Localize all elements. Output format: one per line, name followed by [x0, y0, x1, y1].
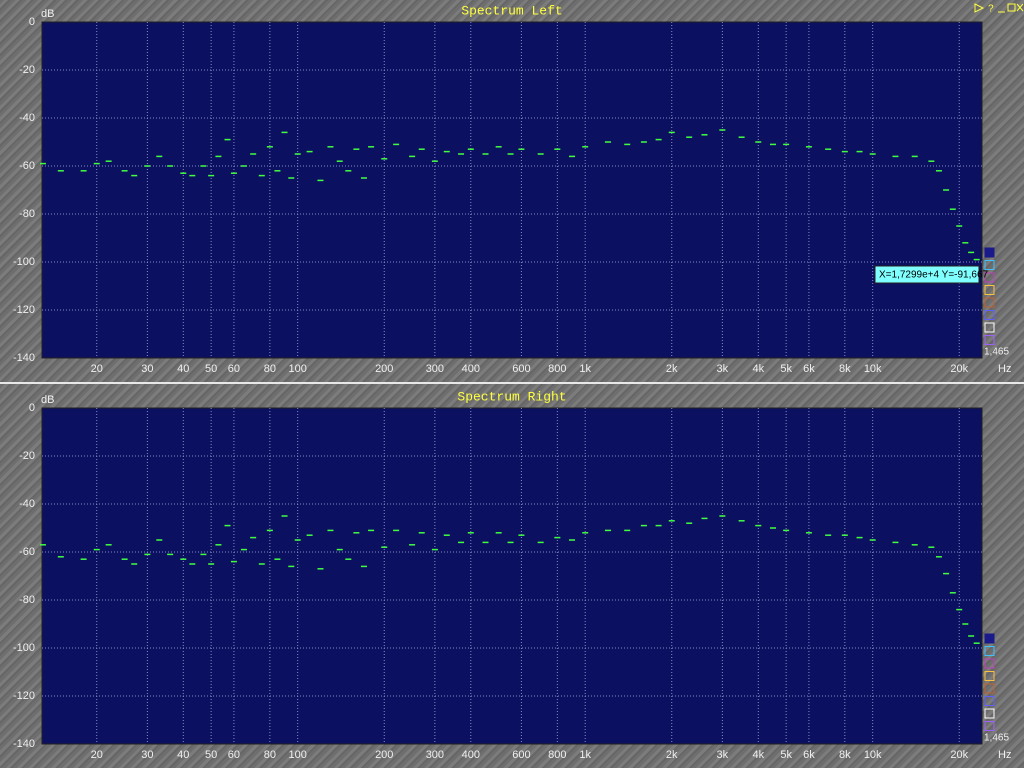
x-tick-label: 20k — [950, 749, 968, 761]
x-tick-label: 800 — [548, 749, 566, 761]
x-tick-label: 60 — [228, 749, 240, 761]
resolution-label: 1,465 — [984, 347, 1009, 358]
close-button[interactable] — [1016, 3, 1024, 12]
x-tick-label: 30 — [141, 749, 153, 761]
channel-swatch — [984, 272, 995, 283]
x-tick-label: 50 — [205, 749, 217, 761]
x-tick-label: 6k — [803, 749, 815, 761]
chart-title: Spectrum Left — [461, 3, 562, 18]
x-tick-label: 3k — [717, 749, 729, 761]
channel-swatch — [984, 696, 995, 706]
cursor-tooltip-box — [874, 265, 980, 284]
x-tick-label: 40 — [177, 363, 189, 375]
x-tick-label: 300 — [426, 363, 444, 375]
channel-swatch — [984, 658, 995, 669]
plot-area — [41, 407, 983, 745]
x-tick-label: 5k — [780, 363, 792, 375]
y-tick-label: -100 — [13, 642, 35, 654]
x-tick-label: 10k — [864, 749, 882, 761]
y-tick-label: -60 — [19, 160, 35, 172]
x-tick-label: 10k — [864, 363, 882, 375]
y-tick-label: -20 — [19, 64, 35, 76]
channel-swatch — [984, 633, 995, 644]
x-tick-label: 400 — [462, 363, 480, 375]
x-tick-label: 600 — [512, 363, 530, 375]
x-tick-label: 20 — [91, 749, 103, 761]
y-tick-label: -80 — [19, 208, 35, 220]
x-tick-label: 1k — [579, 363, 591, 375]
channel-swatch — [984, 260, 995, 270]
x-tick-label: 20 — [91, 363, 103, 375]
x-tick-label: 4k — [752, 363, 764, 375]
y-axis-label: dB — [41, 394, 54, 406]
x-tick-label: 20k — [950, 363, 968, 375]
channel-swatch — [984, 310, 995, 320]
chart: Spectrum Left dB Hz 1,465 0 -20 -40 -60 -80 -100 -… — [13, 3, 1011, 374]
x-tick-label: 2k — [666, 363, 678, 375]
x-tick-label: 600 — [512, 749, 530, 761]
channel-swatch — [984, 297, 995, 308]
x-tick-label: 800 — [548, 363, 566, 375]
x-tick-label: 5k — [780, 749, 792, 761]
x-tick-label: 200 — [375, 749, 393, 761]
y-tick-label: -80 — [19, 594, 35, 606]
y-tick-label: 0 — [29, 16, 35, 28]
plot-area — [41, 21, 983, 359]
y-tick-label: 0 — [29, 402, 35, 414]
toolbar: ? — [974, 3, 1024, 15]
x-tick-label: 6k — [803, 363, 815, 375]
x-tick-label: 300 — [426, 749, 444, 761]
channel-swatch — [984, 247, 995, 258]
y-tick-label: -140 — [13, 738, 35, 750]
x-tick-label: 4k — [752, 749, 764, 761]
x-tick-label: 3k — [717, 363, 729, 375]
y-tick-label: -140 — [13, 352, 35, 364]
x-tick-label: 2k — [666, 749, 678, 761]
channel-swatch — [984, 708, 995, 719]
x-tick-label: 8k — [839, 363, 851, 375]
resolution-label: 1,465 — [984, 733, 1009, 744]
channel-swatch — [984, 683, 995, 694]
y-tick-label: -40 — [19, 498, 35, 510]
channel-swatch — [984, 285, 995, 295]
channel-swatch — [984, 721, 995, 731]
cursor-tooltip: X=1,7299e+4 Y=-91,667 — [879, 270, 989, 281]
channel-swatch — [984, 322, 995, 333]
x-tick-label: 1k — [579, 749, 591, 761]
channel-swatch — [984, 335, 995, 345]
x-tick-label: 80 — [264, 363, 276, 375]
y-tick-label: -20 — [19, 450, 35, 462]
x-axis-label: Hz — [998, 749, 1011, 761]
x-tick-label: 200 — [375, 363, 393, 375]
channel-swatch — [984, 671, 995, 681]
channel-swatch — [984, 646, 995, 656]
x-tick-label: 80 — [264, 749, 276, 761]
maximize-button[interactable] — [1007, 3, 1016, 12]
y-tick-label: -120 — [13, 304, 35, 316]
x-tick-label: 400 — [462, 749, 480, 761]
x-tick-label: 8k — [839, 749, 851, 761]
chart: Spectrum Right dB Hz 1,465 0 -20 -40 -60 -80 -100… — [13, 389, 1011, 760]
x-tick-label: 60 — [228, 363, 240, 375]
x-tick-label: 30 — [141, 363, 153, 375]
y-tick-label: -120 — [13, 690, 35, 702]
x-axis-label: Hz — [998, 363, 1011, 375]
help-button[interactable]: ? — [988, 4, 994, 15]
x-tick-label: 40 — [177, 749, 189, 761]
y-tick-label: -60 — [19, 546, 35, 558]
y-tick-label: -40 — [19, 112, 35, 124]
play-button[interactable] — [974, 3, 985, 13]
x-tick-label: 100 — [289, 363, 307, 375]
x-tick-label: 100 — [289, 749, 307, 761]
y-axis-label: dB — [41, 8, 54, 20]
x-tick-label: 50 — [205, 363, 217, 375]
y-tick-label: -100 — [13, 256, 35, 268]
chart-title: Spectrum Right — [457, 389, 566, 404]
